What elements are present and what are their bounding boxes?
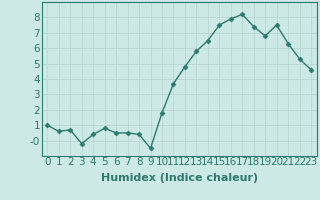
X-axis label: Humidex (Indice chaleur): Humidex (Indice chaleur) — [100, 173, 258, 183]
